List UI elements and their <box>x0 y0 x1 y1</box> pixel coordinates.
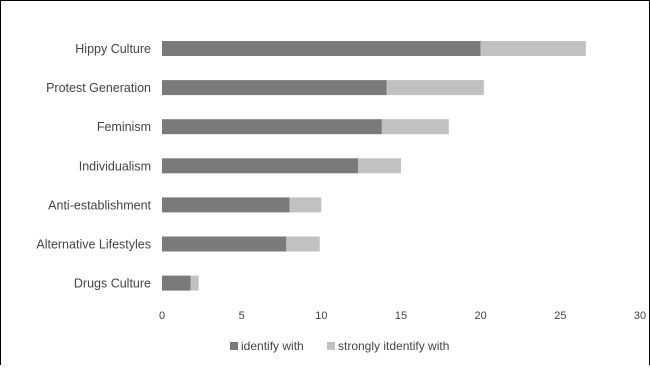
x-tick-labels: 0 5 10 15 20 25 30 <box>159 310 646 322</box>
x-tick-label-25: 25 <box>554 310 566 322</box>
bar-hippy-culture-identify <box>162 41 481 56</box>
bar-alternative-lifestyles-strongly-identify <box>286 236 320 252</box>
bar-feminism-identify <box>162 119 382 135</box>
category-label-protest-generation: Protest Generation <box>46 81 151 95</box>
category-label-individualism: Individualism <box>79 159 151 173</box>
bar-drugs-culture-strongly-identify <box>190 275 199 291</box>
category-label-hippy-culture: Hippy Culture <box>75 42 151 56</box>
x-tick-label-10: 10 <box>315 310 327 322</box>
bar-anti-establishment-identify <box>162 197 290 213</box>
x-tick-label-0: 0 <box>159 310 165 322</box>
bar-drugs-culture-identify <box>162 275 191 291</box>
bar-hippy-culture-strongly-identify <box>480 41 586 56</box>
category-labels: Hippy Culture Protest Generation Feminism I… <box>36 42 151 291</box>
bar-protest-generation-strongly-identify <box>386 80 484 96</box>
legend-swatch-identify <box>230 342 238 350</box>
legend-label-strongly-identify: strongly itdentify with <box>338 339 449 353</box>
bar-individualism-identify <box>162 158 358 174</box>
legend-label-identify: identify with <box>241 339 304 353</box>
bar-individualism-strongly-identify <box>357 158 401 174</box>
x-tick-label-30: 30 <box>634 310 646 322</box>
category-label-alternative-lifestyles: Alternative Lifestyles <box>36 238 151 252</box>
x-tick-label-20: 20 <box>475 310 487 322</box>
x-tick-label-5: 5 <box>239 310 245 322</box>
category-label-feminism: Feminism <box>97 120 151 134</box>
x-tick-label-15: 15 <box>395 310 407 322</box>
bars-group <box>162 41 586 291</box>
bar-feminism-strongly-identify <box>381 119 449 135</box>
bar-protest-generation-identify <box>162 80 387 96</box>
bar-alternative-lifestyles-identify <box>162 236 287 252</box>
category-label-drugs-culture: Drugs Culture <box>74 277 151 291</box>
legend: identify with strongly itdentify with <box>230 339 449 353</box>
category-label-anti-establishment: Anti-establishment <box>48 198 151 212</box>
legend-swatch-strongly-identify <box>327 342 335 350</box>
bar-anti-establishment-strongly-identify <box>289 197 322 213</box>
